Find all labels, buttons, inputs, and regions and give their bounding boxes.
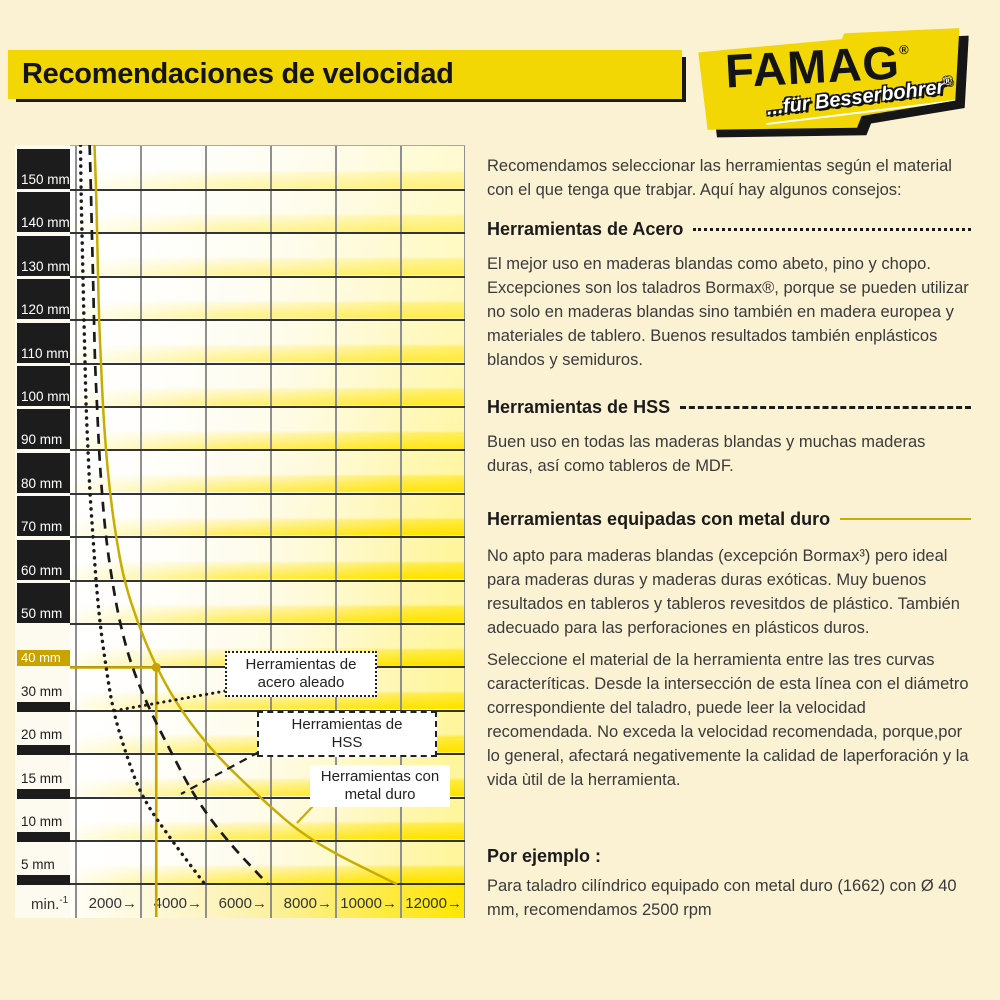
intro-text: Recomendamos seleccionar las herramienta… [487,157,952,199]
famag-logo: FAMAG® ...für Besserbohrer® [698,27,965,137]
horizontal-gridline [70,232,465,235]
horizontal-gridline [70,275,465,278]
diameter-label-100mm: 100 mm [17,366,70,406]
diameter-label-bar [17,832,70,842]
diameter-label-10mm: 10 mm [21,814,63,829]
vertical-gridline [270,145,272,918]
vertical-gridline [140,145,142,918]
annotation-acero-aleado: Herramientas de acero aleado [225,651,377,697]
plot-top-border [70,145,465,146]
body-ejemplo: Para taladro cilíndrico equipado con met… [487,877,957,919]
speed-recommendation-chart: min.-1 Herramientas de acero aleado Herr… [15,145,465,918]
x-tick-8000: 8000→ [283,895,332,912]
header-bar: Recomendaciones de velocidad [8,50,682,99]
horizontal-gridline [70,840,465,842]
annotation-metal-duro: Herramientas con metal duro [310,765,450,807]
x-tick-12000: 12000→ [405,895,462,912]
registered-mark-icon: ® [942,75,953,89]
diameter-label-15mm: 15 mm [21,770,63,786]
diameter-label-130mm: 130 mm [17,235,70,276]
leader-dashed [180,751,260,795]
diameter-label-bar [17,788,70,799]
horizontal-gridline [70,623,465,625]
body-acero: El mejor uso en maderas blandas como abe… [487,255,969,369]
horizontal-gridline [70,406,465,408]
leader-dotted [111,689,227,713]
vertical-gridline [335,145,337,918]
x-axis-strip-background [70,885,465,918]
diameter-label-60mm: 60 mm [17,539,70,580]
curve-dashed [88,145,270,886]
heading-text: Herramientas de HSS [487,397,671,417]
annotation-line: HSS [331,734,363,751]
vertical-gridline [75,145,77,918]
diameter-label-20mm: 20 mm [21,727,63,743]
horizontal-gridline [70,189,465,191]
diameter-label-80mm: 80 mm [17,452,70,493]
horizontal-gridline [70,362,465,365]
heading-acero: Herramientas de Acero [487,218,971,240]
vertical-gridline [463,145,465,918]
curve-dotted [78,145,207,887]
x-tick-10000: 10000→ [340,895,397,912]
diameter-label-bar [17,701,70,712]
body-metal-duro: No apto para maderas blandas (excepción … [487,547,960,637]
heading-text: Herramientas de Acero [487,219,684,239]
speed-curves [70,145,398,917]
heading-metal-duro: Herramientas equipadas con metal duro [487,508,971,530]
vertical-gridline [400,145,402,918]
annotation-hss: Herramientas de HSS [257,711,437,757]
diameter-label-50mm: 50 mm [17,583,70,623]
diameter-label-140mm: 140 mm [17,192,70,233]
heading-ejemplo: Por ejemplo : [487,845,971,867]
diameter-label-150mm: 150 mm [17,149,70,189]
intersection-dot [151,662,161,672]
heading-text: Herramientas equipadas con metal duro [487,509,831,529]
diameter-label-70mm: 70 mm [17,496,70,537]
x-axis-unit-label: min.-1 [31,895,69,913]
heading-text: Por ejemplo : [487,846,602,866]
annotation-line: acero aleado [257,674,345,691]
horizontal-gridline [70,319,465,322]
horizontal-gridline [70,536,465,539]
x-tick-4000: 4000→ [153,895,202,912]
vertical-gridline [205,145,207,918]
body-hss: Buen uso en todas las maderas blandas y … [487,433,926,475]
horizontal-gridline [70,796,465,799]
annotation-line: Herramientas de [245,656,357,673]
diameter-label-bar [17,745,70,756]
x-tick-2000: 2000→ [88,895,137,912]
registered-mark-icon: ® [898,41,911,58]
diameter-label-90mm: 90 mm [17,409,70,450]
dashed-rule [680,405,971,409]
annotation-line: metal duro [344,786,416,803]
logo-face: FAMAG® ...für Besserbohrer® [698,27,965,137]
diameter-label-110mm: 110 mm [17,322,70,363]
diameter-label-highlight-40mm: 40 mm [17,650,70,667]
horizontal-gridline [70,449,465,452]
dotted-rule [693,227,971,231]
diameter-label-5mm: 5 mm [21,857,55,873]
page-title: Recomendaciones de velocidad [22,58,454,90]
diameter-label-30mm: 30 mm [21,683,63,699]
x-tick-6000: 6000→ [218,895,267,912]
heading-hss: Herramientas de HSS [487,396,971,418]
curve-solid [93,145,398,886]
solid-rule [840,518,971,520]
leader-solid [296,804,315,824]
horizontal-gridline [70,709,465,712]
selection-note: Seleccione el material de la herramienta… [487,651,969,789]
annotation-line: Herramientas de [291,716,403,733]
horizontal-gridline [70,492,465,495]
diameter-label-bar [17,875,70,886]
horizontal-gridline [70,579,465,582]
diameter-label-120mm: 120 mm [17,279,70,320]
annotation-line: Herramientas con [320,768,440,785]
